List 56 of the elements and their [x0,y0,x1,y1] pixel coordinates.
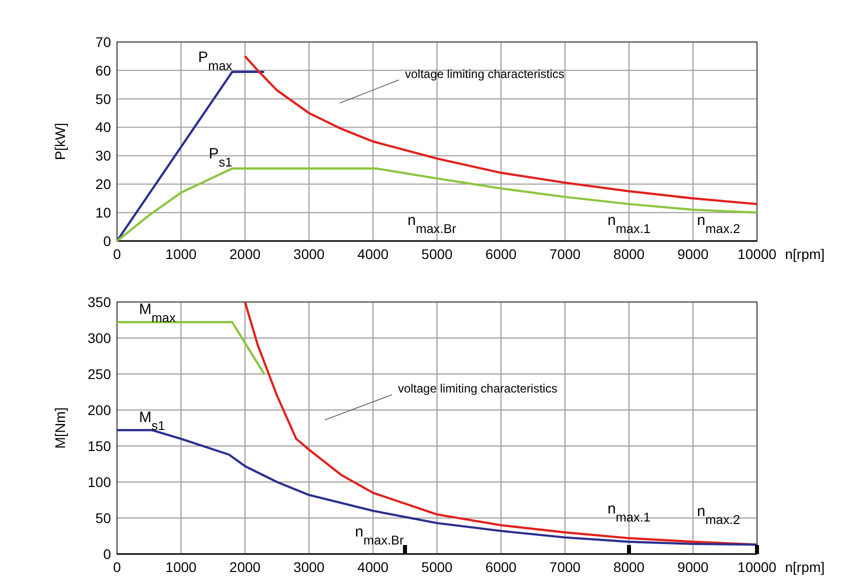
series-label: P$_{s1}$ [208,146,232,170]
annotation: n$_{max.Br}$ [408,212,457,236]
y-tick-label: 150 [88,438,112,454]
annotation: n$_{max.1}$ [607,500,651,524]
annotation: n$_{max.2}$ [697,503,740,527]
x-axis-title: n[rpm] [785,246,825,262]
annotation: n$_{max.1}$ [607,212,651,236]
x-tick-label: 2000 [229,559,261,575]
x-axis-title: n[rpm] [785,559,825,575]
annotation: voltage limiting characteristics [398,382,558,396]
series-label: P$_{max}$ [198,48,233,72]
y-tick-label: 0 [103,546,112,562]
x-tick-label: 3000 [293,246,325,262]
y-tick-label: 50 [95,90,112,107]
annotation: n$_{max.2}$ [697,212,740,236]
line-series [116,167,758,242]
x-tick-label: 8000 [613,559,645,575]
y-axis-title: M[Nm] [52,407,68,449]
series-label: M$_{s1}$ [139,409,165,433]
x-tick-label: 5000 [421,246,453,262]
x-tick-label: 6000 [485,246,517,262]
y-tick-label: 20 [95,176,112,192]
x-tick-label: 0 [113,246,122,262]
y-tick-label: 200 [88,402,112,418]
line-series [244,55,758,206]
x-tick-label: 1000 [165,559,197,575]
x-tick-label: 0 [113,559,122,575]
y-tick-label: 70 [95,34,112,50]
y-tick-label: 300 [88,330,112,346]
x-tick-label: 3000 [293,559,325,575]
y-tick-label: 50 [95,510,112,526]
y-tick-label: 10 [95,204,112,220]
y-tick-label: 60 [95,62,112,78]
y-axis-title: P[kW] [52,122,68,160]
x-tick-label: 7000 [549,559,581,575]
x-tick-label: 4000 [357,559,389,575]
y-tick-label: 250 [88,366,112,382]
x-tick-label: 10000 [738,559,777,575]
x-tick-label: 5000 [421,559,453,575]
x-tick-label: 6000 [485,559,517,575]
x-tick-label: 10000 [738,246,777,262]
x-tick-label: 4000 [357,246,389,262]
y-tick-label: 350 [88,294,112,310]
y-tick-label: 40 [95,119,112,136]
annotation: voltage limiting characteristics [405,66,564,81]
x-tick-label: 2000 [229,246,261,262]
x-tick-label: 7000 [549,246,581,262]
x-tick-label: 1000 [165,246,197,262]
annotation: n$_{max.Br}$ [355,523,405,547]
series-label: M$_{max}$ [139,301,176,325]
y-tick-label: 100 [88,474,112,490]
x-tick-label: 8000 [613,246,645,262]
y-tick-label: 0 [103,232,112,249]
x-tick-label: 9000 [677,246,709,262]
y-tick-label: 30 [95,148,112,164]
x-tick-label: 9000 [677,559,709,575]
